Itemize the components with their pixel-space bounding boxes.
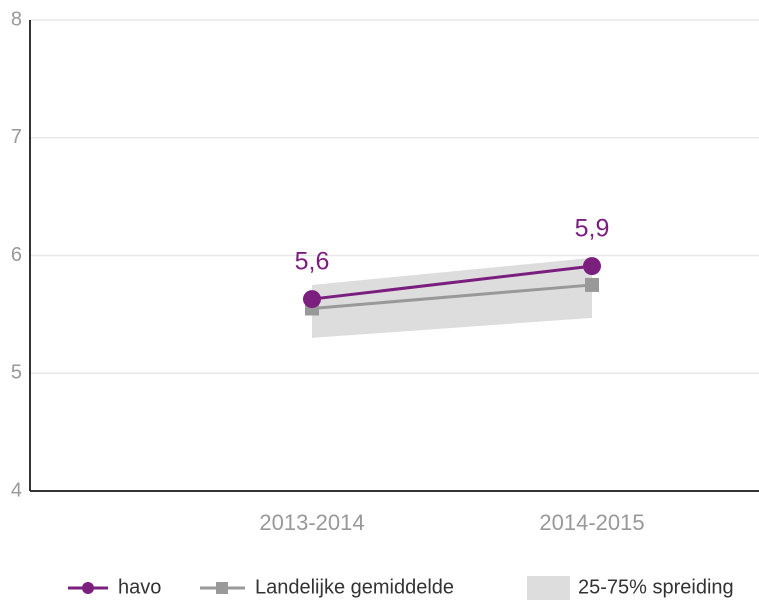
series-line	[311, 264, 593, 301]
y-tick-label: 8	[11, 8, 22, 30]
legend-swatch	[527, 576, 570, 600]
y-tick-label: 6	[11, 244, 22, 266]
value-label: 5,9	[575, 215, 610, 243]
y-tick-label: 7	[11, 126, 22, 148]
value-label: 5,6	[295, 248, 330, 276]
point	[303, 290, 321, 309]
series-line	[311, 283, 593, 310]
legend-label: havo	[118, 576, 161, 598]
legend-marker	[216, 582, 228, 594]
point	[583, 257, 601, 276]
y-tick-label: 4	[11, 479, 22, 501]
point	[585, 277, 599, 292]
x-tick-label: 2014-2015	[539, 510, 644, 535]
legend-marker	[82, 582, 94, 594]
x-tick-label: 2013-2014	[259, 510, 364, 535]
legend-label: Landelijke gemiddelde	[255, 576, 454, 598]
legend-label: 25-75% spreiding	[578, 576, 734, 598]
y-tick-label: 5	[11, 362, 22, 384]
